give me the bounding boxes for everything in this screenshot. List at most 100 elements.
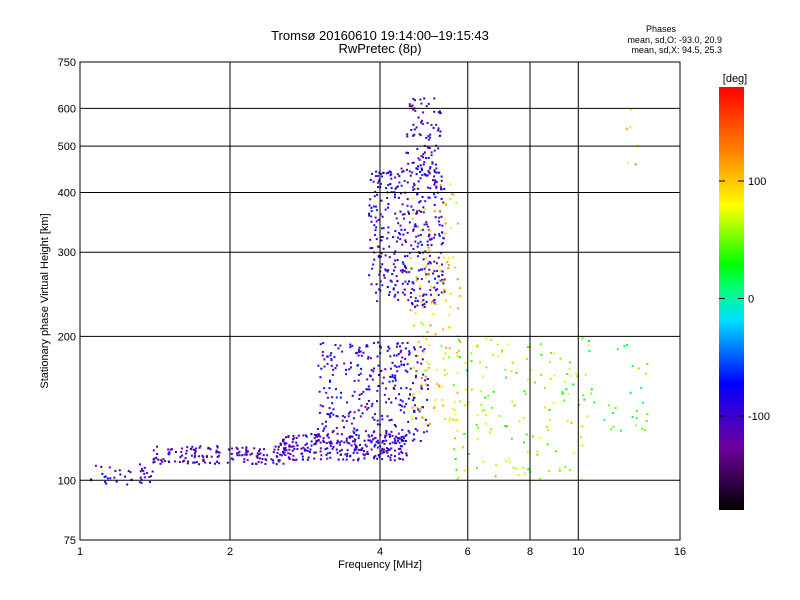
data-point — [449, 183, 452, 186]
data-point — [448, 257, 451, 260]
data-point — [401, 261, 404, 264]
data-point — [408, 431, 411, 434]
data-point — [258, 450, 260, 452]
data-point — [392, 288, 395, 291]
data-point — [465, 388, 467, 391]
data-point — [437, 147, 440, 150]
data-point — [362, 390, 365, 393]
data-point — [425, 136, 428, 139]
data-point — [375, 440, 378, 443]
data-point — [419, 98, 422, 101]
data-point — [447, 264, 450, 266]
data-point — [341, 433, 343, 436]
data-point — [392, 386, 395, 389]
data-point — [170, 448, 173, 451]
data-point — [329, 444, 332, 447]
data-point — [302, 434, 305, 437]
data-point — [412, 182, 415, 185]
data-point — [416, 370, 419, 373]
data-point — [416, 304, 419, 307]
data-point — [403, 411, 406, 414]
data-point — [367, 356, 370, 359]
data-point — [391, 273, 394, 275]
data-point — [396, 279, 399, 282]
data-point — [308, 451, 311, 453]
data-point — [178, 461, 181, 463]
data-point — [370, 215, 373, 218]
data-point — [430, 244, 433, 247]
data-point — [326, 396, 329, 399]
data-point — [215, 449, 218, 452]
data-point — [282, 440, 284, 443]
data-point — [387, 231, 390, 234]
y-tick-label: 400 — [58, 187, 76, 199]
data-point — [422, 211, 425, 214]
data-point — [565, 388, 568, 391]
data-point — [373, 367, 375, 370]
data-point — [230, 452, 233, 455]
data-point — [447, 356, 450, 359]
data-point — [391, 361, 394, 364]
data-point — [412, 188, 415, 191]
data-point — [419, 268, 422, 271]
data-point — [444, 203, 447, 206]
data-point — [385, 401, 388, 404]
data-point — [403, 288, 406, 291]
data-point — [398, 232, 401, 235]
data-point — [420, 169, 423, 172]
data-point — [380, 252, 383, 255]
data-point — [310, 444, 313, 447]
data-point — [160, 459, 163, 462]
data-point — [238, 454, 241, 457]
data-point — [569, 469, 572, 472]
data-point — [198, 463, 200, 466]
data-point — [572, 383, 575, 386]
data-point — [283, 448, 286, 451]
data-point — [303, 448, 306, 451]
data-point — [394, 187, 397, 190]
data-point — [417, 165, 420, 168]
data-point — [443, 256, 446, 259]
data-point — [401, 440, 404, 443]
data-point — [564, 381, 567, 383]
data-point — [505, 376, 508, 379]
data-point — [415, 374, 417, 377]
data-point — [634, 163, 637, 166]
data-point — [380, 369, 383, 372]
data-point — [335, 364, 338, 367]
data-point — [141, 467, 143, 470]
data-point — [142, 470, 145, 472]
data-point — [345, 439, 348, 442]
data-point — [408, 271, 411, 274]
data-point — [365, 452, 368, 455]
data-point — [295, 441, 298, 444]
data-point — [373, 457, 375, 460]
data-point — [373, 342, 375, 345]
data-point — [433, 169, 436, 172]
data-point — [404, 241, 407, 243]
data-point — [504, 425, 507, 428]
data-point — [352, 452, 355, 455]
data-point — [370, 220, 373, 223]
data-point — [429, 238, 432, 241]
data-point — [395, 275, 398, 278]
data-point — [259, 452, 262, 455]
data-point — [440, 280, 443, 283]
data-point — [413, 128, 416, 131]
data-point — [402, 170, 405, 173]
data-point — [449, 417, 451, 420]
data-point — [372, 205, 375, 208]
data-point — [398, 437, 401, 440]
data-point — [477, 426, 480, 429]
data-point — [282, 452, 285, 455]
data-point — [629, 126, 632, 129]
data-point — [328, 387, 331, 390]
data-point — [360, 392, 363, 395]
data-point — [374, 413, 376, 416]
data-point — [403, 217, 406, 220]
data-point — [424, 174, 427, 177]
data-point — [393, 196, 396, 199]
data-point — [355, 444, 358, 447]
data-point — [218, 454, 220, 457]
data-point — [625, 127, 628, 130]
